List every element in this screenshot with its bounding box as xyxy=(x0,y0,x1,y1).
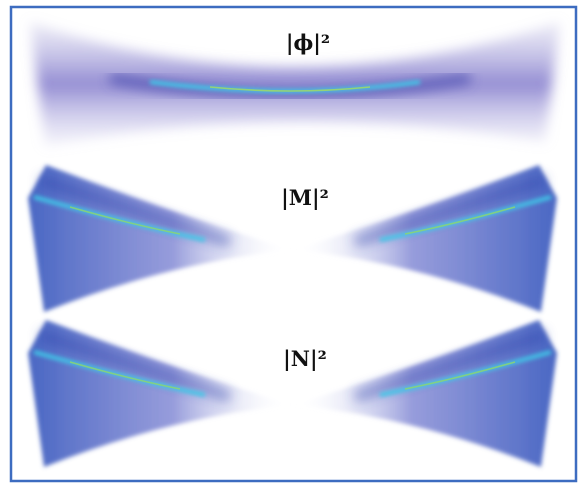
figure: |ϕ|² |M|² |N|² xyxy=(0,0,585,486)
panel-label: |M|² xyxy=(281,185,329,210)
panel-label: |ϕ|² xyxy=(286,30,330,55)
page: |ϕ|² |M|² |N|² (() => { const data = JSO… xyxy=(0,0,585,486)
panel-label: |N|² xyxy=(283,346,327,371)
